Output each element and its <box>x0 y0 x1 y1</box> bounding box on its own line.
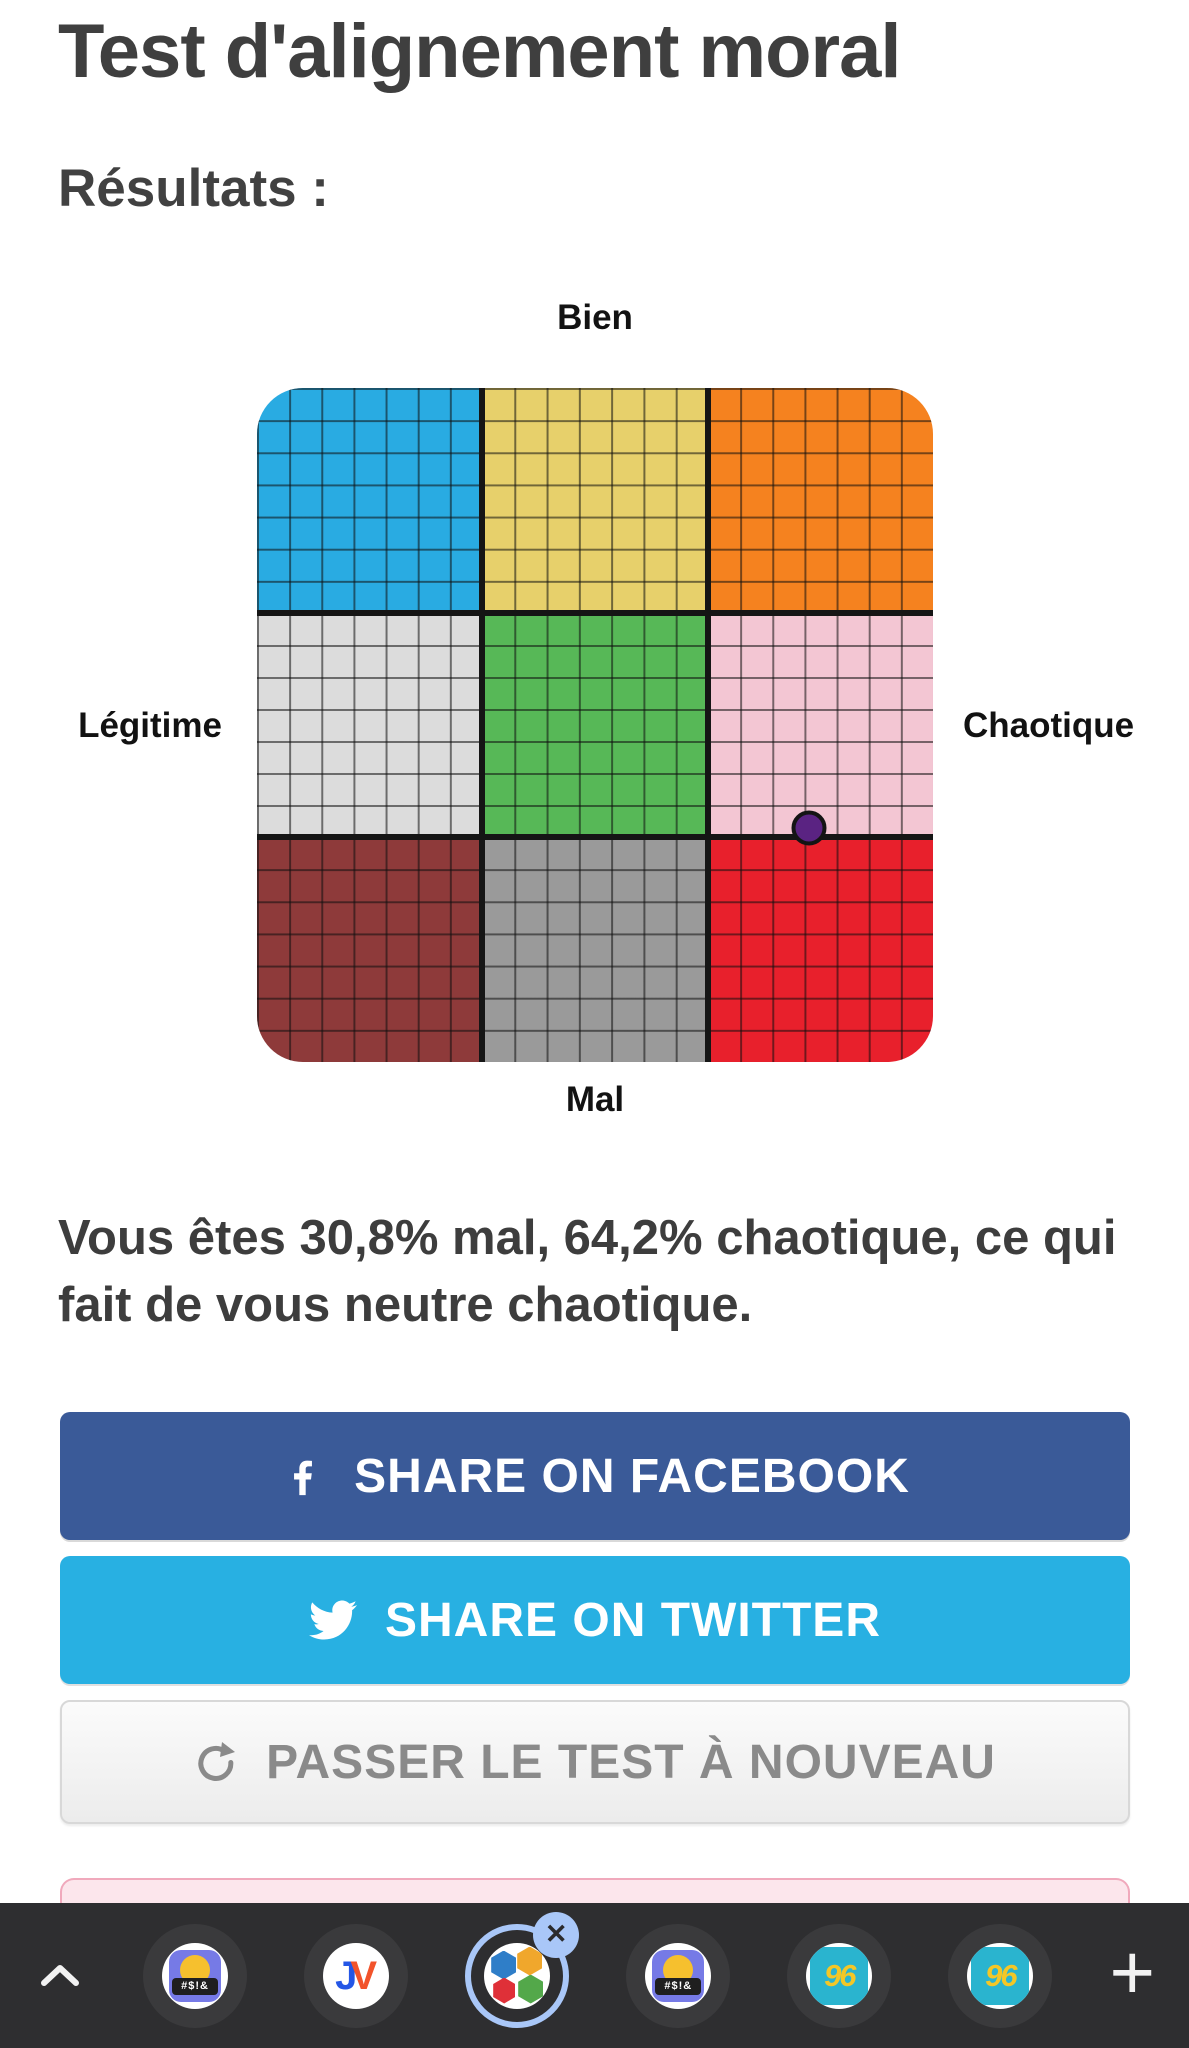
grawlix-text: #$!& <box>172 1977 219 1995</box>
close-tab-button[interactable]: ✕ <box>533 1911 580 1958</box>
cell-chaotique-neutre <box>707 612 933 838</box>
alignment-chart <box>257 388 933 1062</box>
hexagon-orange <box>517 1946 543 1976</box>
retake-test-button[interactable]: PASSER LE TEST À NOUVEAU <box>60 1700 1130 1824</box>
jv-logo-icon: JV <box>335 1956 377 1996</box>
tab-favicon: JV <box>323 1942 390 2009</box>
tab-switcher-toolbar: #$!& JV ✕ #$!& 96 <box>0 1903 1189 2048</box>
share-facebook-label: SHARE ON FACEBOOK <box>354 1449 910 1503</box>
96-logo-icon: 96 <box>971 1946 1030 2005</box>
hexagon-blue <box>491 1950 517 1980</box>
retake-test-label: PASSER LE TEST À NOUVEAU <box>266 1735 996 1789</box>
grid-divider <box>257 834 933 841</box>
tab-grawlix-game-2[interactable]: #$!& <box>626 1923 731 2028</box>
share-twitter-button[interactable]: SHARE ON TWITTER <box>60 1556 1130 1684</box>
chevron-up-icon[interactable] <box>34 1959 86 1993</box>
facebook-f-icon <box>280 1453 326 1499</box>
cell-legitime-bien <box>257 388 483 613</box>
axis-label-chaotique: Chaotique <box>963 706 1135 745</box>
tab-alignment-test-selected[interactable]: ✕ <box>465 1911 580 2028</box>
tab-favicon: 96 <box>967 1942 1034 2009</box>
cell-neutre-neutre <box>482 612 708 838</box>
tab-favicon <box>484 1942 551 2009</box>
cell-chaotique-mal <box>707 837 933 1062</box>
tab-favicon: #$!& <box>162 1942 229 2009</box>
alignment-grid <box>257 388 933 1062</box>
page-title: Test d'alignement moral <box>58 9 902 94</box>
grawlix-app-icon: #$!& <box>652 1949 705 2002</box>
cell-neutre-bien <box>482 388 708 613</box>
share-facebook-button[interactable]: SHARE ON FACEBOOK <box>60 1412 1130 1540</box>
96-logo-icon: 96 <box>810 1946 869 2005</box>
refresh-icon <box>194 1740 238 1784</box>
tab-favicon: #$!& <box>645 1942 712 2009</box>
jv-letter-j: J <box>335 1953 358 1998</box>
grid-divider <box>479 388 486 1062</box>
axis-label-legitime: Légitime <box>78 706 222 745</box>
grawlix-app-icon: #$!& <box>169 1949 222 2002</box>
tab-96-site-2[interactable]: 96 <box>948 1923 1053 2028</box>
axis-label-bien: Bien <box>557 298 633 337</box>
tab-jeuxvideo[interactable]: JV <box>304 1923 409 2028</box>
results-heading: Résultats : <box>58 159 329 218</box>
hexagon-green <box>518 1974 544 2004</box>
share-twitter-label: SHARE ON TWITTER <box>385 1593 881 1647</box>
tab-favicon: 96 <box>806 1942 873 2009</box>
tab-96-site-1[interactable]: 96 <box>787 1923 892 2028</box>
hexagon-red <box>493 1977 516 2004</box>
cell-legitime-neutre <box>257 612 483 838</box>
new-tab-plus-button[interactable]: + <box>1109 1927 1155 2016</box>
jv-letter-v: V <box>350 1953 378 1998</box>
tab-grawlix-game-1[interactable]: #$!& <box>143 1923 248 2028</box>
alignment-dot <box>791 810 827 846</box>
cell-neutre-mal <box>482 837 708 1062</box>
cell-chaotique-bien <box>707 388 933 613</box>
grawlix-text: #$!& <box>655 1977 702 1995</box>
hexagons-favicon-icon <box>490 1946 544 2005</box>
grid-divider <box>257 609 933 616</box>
cell-legitime-mal <box>257 837 483 1062</box>
axis-label-mal: Mal <box>565 1080 625 1119</box>
grid-divider <box>704 388 711 1062</box>
result-text: Vous êtes 30,8% mal, 64,2% chaotique, ce… <box>58 1211 1117 1333</box>
twitter-bird-icon <box>309 1596 357 1644</box>
